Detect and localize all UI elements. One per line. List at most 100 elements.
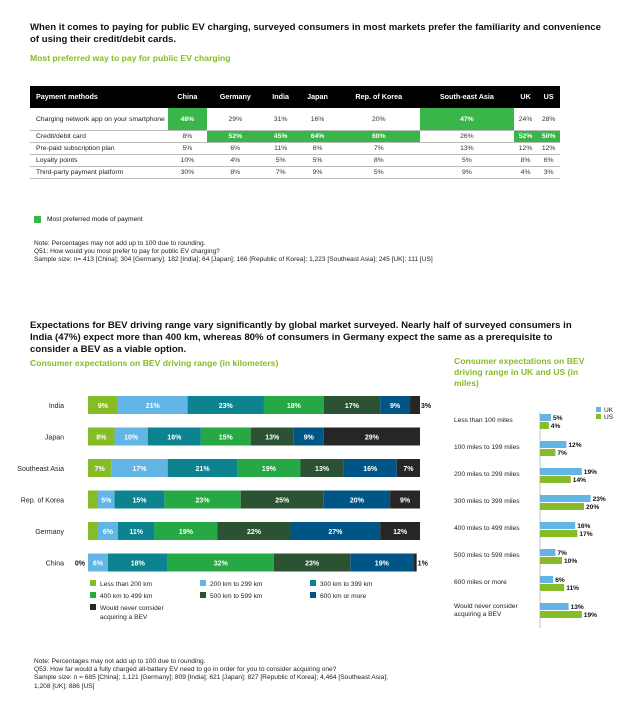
legend-swatch [90,592,96,598]
bar-segment [187,396,264,414]
table-cell: 9% [297,166,338,179]
data-label: 7% [403,466,414,473]
legend-swatch [200,580,206,586]
data-label: 9% [390,403,401,410]
legend-label: 200 km to 299 km [210,581,263,588]
data-label: 8% [96,435,107,442]
data-label: 9% [304,435,315,442]
bar [540,611,582,618]
table-row: Charging network app on your smartphone 4… [30,108,560,131]
bar-segment [323,396,381,414]
data-label: 22% [247,529,262,536]
bar [540,576,554,583]
data-label: 17% [345,403,360,410]
legend-swatch [90,580,96,586]
bar-segment [154,522,218,540]
legend-label: Would never consider acquiring a BEV [100,605,164,621]
bar [540,476,571,483]
data-label: 5% [101,498,112,505]
row-label: Charging network app on your smartphone [30,108,168,131]
bar-segment [240,490,324,509]
table-cell: 45% [263,130,298,143]
data-label: 12% [393,529,408,536]
data-label: 9% [400,498,411,505]
category-label: Would never consider acquiring a BEV [454,603,518,618]
table-cell: 52% [513,130,538,143]
bar-segment [167,553,274,572]
legend-swatch [596,407,601,412]
bar-segment [117,522,155,540]
data-label: 23% [219,403,234,410]
legend-swatch [200,592,206,598]
table-row: Credit/debit card 8% 52% 45% 64% 60% 26% 52% 50% [30,130,560,143]
bar [540,584,565,591]
legend-label: 600 km or more [320,593,367,600]
bar-segment [273,553,351,572]
data-label: 23% [305,561,320,568]
bar-segment [300,459,344,477]
data-label: 18% [131,561,146,568]
data-label: 6% [103,529,114,536]
bar-segment [290,522,381,540]
data-label: 16% [167,435,182,442]
bar-segment [88,427,115,446]
column-header: India [263,86,298,108]
bar-segment [117,396,188,414]
table-cell: 7% [337,142,420,155]
data-label: 16% [363,466,378,473]
column-header: South-east Asia [419,86,514,108]
table-cell: 5% [297,154,338,167]
data-label: 17% [132,466,147,473]
bar-segment [250,427,294,446]
data-label: 23% [593,496,606,503]
category-label: India [49,403,64,410]
table-cell: 3% [537,166,560,179]
category-label: 400 miles to 499 miles [454,525,520,532]
table-cell: 5% [419,154,514,167]
bar-segment [111,459,168,477]
data-label: 19% [584,469,597,476]
bar-segment [380,396,411,414]
note-line: Q53. How far would a fully charged all-b… [34,666,337,674]
table-cell: 48% [168,108,207,131]
bar-segment [323,490,391,509]
table-cell: 6% [206,142,264,155]
legend-swatch [34,216,41,223]
legend-swatch [90,604,96,610]
bar [540,468,582,475]
note-line: Note: Percentages may not add up to 100 … [34,658,206,665]
column-header: China [168,86,207,108]
row-label: Loyalty points [30,154,168,167]
table-cell: 50% [537,130,560,143]
data-label: 14% [573,477,586,484]
km-stacked-bar-chart: India 9% 21% 23% 18% 17% 9% 3% Japan 8% 10% 16% 15% 1… [17,396,432,621]
table-cell: 29% [206,108,264,131]
bar-segment [263,396,324,414]
data-label: 7% [95,466,106,473]
legend-label: 300 km to 399 km [320,581,373,588]
bar-segment [217,522,291,540]
table-cell: 6% [297,142,338,155]
note-line: Sample size: n= 413 [China]; 304 [German… [34,256,433,264]
bar [540,441,567,448]
table-cell: 20% [337,108,420,131]
column-header: Rep. of Korea [337,86,420,108]
bar-segment [88,459,112,477]
legend-label: 400 km to 499 km [100,593,153,600]
data-label: 27% [328,529,343,536]
data-label: 10% [124,435,139,442]
table-cell: 60% [337,130,420,143]
bar-segment [343,459,397,477]
data-label: 21% [196,466,211,473]
section2-notes: Note: Percentages may not add up to 100 … [34,658,614,691]
km-chart-title: Consumer expectations on BEV driving ran… [30,358,279,368]
data-label: 6% [555,577,565,584]
legend-label: Less than 200 km [100,581,153,588]
bar [540,603,569,610]
table-cell: 4% [513,166,538,179]
data-label: 32% [214,561,229,568]
data-label: 12% [568,442,581,449]
table-cell: 13% [419,142,514,155]
data-label: 25% [275,498,290,505]
